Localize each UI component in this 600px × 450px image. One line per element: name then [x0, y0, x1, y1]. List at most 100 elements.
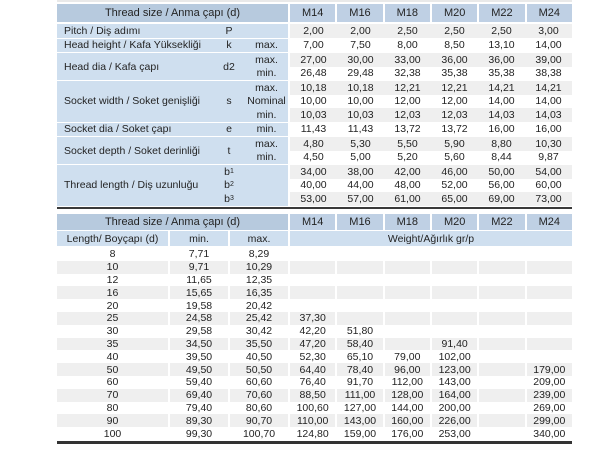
weight-cell [479, 414, 525, 428]
weight-cell [526, 273, 572, 287]
weight-cell: 253,00 [431, 427, 478, 440]
value-cell: 8,50 [444, 39, 465, 52]
length-cell: 20 [57, 299, 168, 312]
weight-cell: 58,40 [337, 337, 383, 351]
weights-table-body: 8 7,71 8,29 10 9,71 10,29 12 11,65 12,35 16 15,65 1… [57, 248, 572, 440]
length-cell: 10 [57, 260, 168, 274]
value-cell: 14,00 [535, 95, 562, 108]
value-cell: 27,00 [300, 53, 327, 66]
min-cell: 19,58 [170, 299, 228, 312]
value-cell: 3,00 [538, 24, 559, 37]
length-cell: 8 [57, 248, 168, 261]
max-cell: 16,35 [230, 286, 288, 300]
dimension-group: Head dia / Kafa çapı d2 max. 27,00 30,00 33,0… [57, 53, 572, 80]
value-cell: 14,00 [535, 39, 562, 52]
length-cell: 25 [57, 311, 168, 325]
dimension-values-row: 10,00 10,00 12,00 12,00 14,00 14,00 [290, 94, 572, 108]
dimension-values-row: 26,48 29,48 32,38 35,38 35,38 38,38 [290, 66, 572, 80]
group-label-block [57, 122, 288, 136]
value-cell: 54,00 [535, 165, 562, 178]
min-cell: 39,50 [170, 350, 228, 364]
group-symbol: P [225, 24, 233, 37]
weight-cell [337, 286, 383, 300]
weight-cell [384, 286, 430, 300]
max-cell: 12,35 [230, 273, 288, 287]
value-cell: 5,30 [350, 137, 371, 150]
length-cell: 50 [57, 363, 168, 376]
length-cell: 16 [57, 286, 168, 300]
table-separator-rule [57, 207, 572, 209]
weight-col-header: Weight/Ağırlık gr/p [290, 231, 572, 246]
weight-cell: 340,00 [526, 427, 572, 440]
max-cell: 90,70 [230, 414, 288, 428]
value-cell: 52,00 [441, 179, 468, 192]
group-label: Thread length / Diş uzunluğu [64, 179, 199, 192]
value-cell: 2,50 [397, 24, 418, 37]
value-cell: 5,00 [350, 151, 371, 164]
value-cell: 12,00 [394, 95, 421, 108]
size-columns-header-2: M14 M16 M18 M20 M22 M24 [290, 214, 572, 230]
value-cell: 10,03 [300, 108, 327, 121]
min-cell: 69,40 [170, 388, 228, 402]
group-symbol: k [226, 39, 232, 52]
value-cell: 34,00 [300, 165, 327, 178]
size-column-m22: M22 [479, 4, 525, 22]
dimension-values-row: 10,18 10,18 12,21 12,21 14,21 14,21 [290, 81, 572, 95]
weight-cell [479, 337, 525, 351]
value-cell: 5,50 [397, 137, 418, 150]
weight-cell: 127,00 [337, 401, 383, 415]
dimension-values-row: 34,00 38,00 42,00 46,00 50,00 54,00 [290, 165, 572, 179]
weight-cell [526, 299, 572, 312]
weight-cell: 111,00 [337, 388, 383, 402]
weight-cell [290, 286, 336, 300]
weight-cell [290, 299, 336, 312]
max-cell: 50,50 [230, 363, 288, 376]
weight-cell [479, 375, 525, 389]
dimension-group: Pitch / Diş adımı P 2,00 2,00 2,50 2,50 2,50 3,… [57, 24, 572, 38]
group-label-block [57, 53, 288, 80]
value-cell: 53,00 [300, 192, 327, 205]
weight-table-row: 35 34,50 35,50 47,20 58,40 91,40 [57, 337, 572, 351]
value-cell: 50,00 [488, 165, 515, 178]
value-cell: 14,00 [488, 95, 515, 108]
weight-cell: 179,00 [526, 363, 572, 376]
group-label-block [57, 165, 288, 206]
weight-cell: 128,00 [384, 388, 430, 402]
dimension-values-row: 27,00 30,00 33,00 36,00 36,00 39,00 [290, 53, 572, 67]
length-cell: 90 [57, 414, 168, 428]
weight-cell: 124,80 [290, 427, 336, 440]
weight-cell [337, 260, 383, 274]
value-cell: 14,03 [535, 108, 562, 121]
size-column-m22: M22 [479, 214, 525, 230]
dimension-values-row: 4,50 5,00 5,20 5,60 8,44 9,87 [290, 150, 572, 164]
value-cell: 39,00 [535, 53, 562, 66]
value-cell: 12,21 [441, 81, 468, 94]
group-label: Socket depth / Soket derinliği [64, 144, 200, 157]
value-cell: 60,00 [535, 179, 562, 192]
value-cell: 38,00 [347, 165, 374, 178]
value-cell: 7,50 [350, 39, 371, 52]
line-qualifier: min. [256, 108, 277, 121]
min-cell: 59,40 [170, 375, 228, 389]
weight-cell: 65,10 [337, 350, 383, 364]
weight-cell: 200,00 [431, 401, 478, 415]
weight-cell: 76,40 [290, 375, 336, 389]
weights-subheader-row: Length/ Boyçapı (d) min. max. Weight/Ağı… [57, 231, 572, 246]
dimension-values-row: 40,00 44,00 48,00 52,00 56,00 60,00 [290, 178, 572, 192]
weight-cell [431, 311, 478, 325]
line-qualifier: min. [256, 151, 277, 164]
value-cell: 12,03 [394, 108, 421, 121]
dimension-values-row: 11,43 11,43 13,72 13,72 16,00 16,00 [290, 122, 572, 136]
min-cell: 99,30 [170, 427, 228, 440]
group-symbol: d2 [223, 60, 235, 73]
weight-cell [479, 273, 525, 287]
weight-cell: 64,40 [290, 363, 336, 376]
value-cell: 2,50 [491, 24, 512, 37]
line-qualifier: max. [255, 53, 278, 66]
group-symbol: e [226, 123, 232, 136]
size-column-m20: M20 [431, 4, 478, 22]
weight-cell: 110,00 [290, 414, 336, 428]
value-cell: 10,18 [300, 81, 327, 94]
weight-cell [384, 248, 430, 261]
max-cell: 70,60 [230, 388, 288, 402]
